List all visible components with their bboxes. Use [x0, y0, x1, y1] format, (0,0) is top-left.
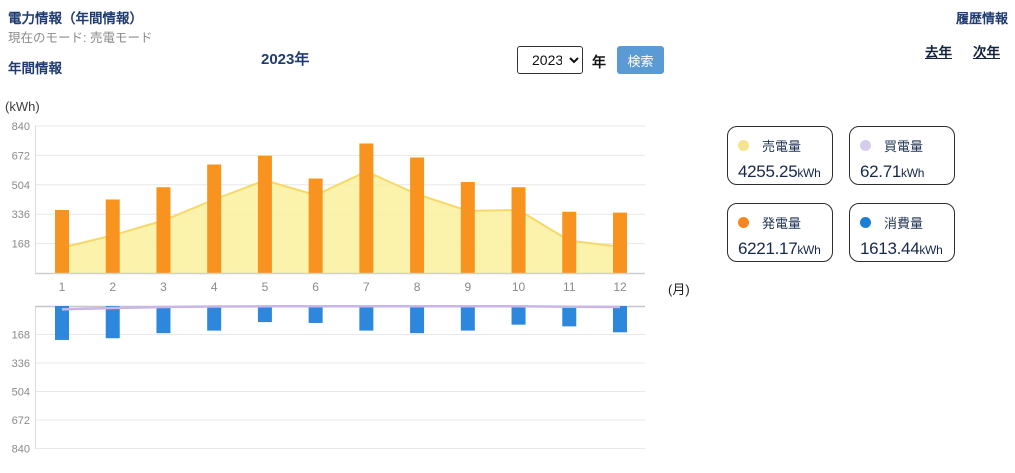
generation-bar	[156, 187, 171, 273]
consumption-bar	[359, 306, 374, 331]
generation-bar	[460, 182, 475, 273]
current-mode-label: 現在のモード: 売電モード	[8, 31, 153, 45]
generation-bar	[207, 164, 222, 273]
generation-bar	[410, 157, 425, 273]
generation-bar	[511, 187, 526, 273]
chart-year-title: 2023年	[261, 51, 310, 68]
generation-bar	[308, 178, 323, 273]
sold-power-area	[62, 171, 620, 273]
consumption-bar	[460, 306, 475, 331]
x-tick-month: 5	[262, 280, 269, 294]
y-tick-upper: 168	[12, 239, 30, 251]
generated-power-dot-icon	[738, 217, 749, 228]
sold-power-dot-icon	[738, 140, 749, 151]
consumption-bar	[207, 306, 222, 331]
y-tick-lower: 672	[12, 415, 30, 427]
x-tick-month: 8	[414, 280, 421, 294]
y-tick-upper: 504	[12, 180, 30, 192]
y-tick-lower: 336	[12, 358, 30, 370]
legend-card-consumed: 消費量 1613.44kWh	[849, 203, 955, 262]
consumption-bar	[156, 306, 171, 334]
x-tick-month: 9	[464, 280, 471, 294]
purchased-power-dot-icon	[860, 140, 871, 151]
legend-card-purchased: 買電量 62.71kWh	[849, 126, 955, 185]
y-axis-unit-label: (kWh)	[5, 99, 40, 114]
legend-card-generated: 発電量 6221.17kWh	[727, 203, 833, 262]
legend-value: 6221.17kWh	[738, 239, 821, 258]
y-tick-lower: 504	[12, 387, 30, 399]
legend-value: 4255.25kWh	[738, 162, 821, 181]
generation-bar	[562, 211, 577, 273]
year-select[interactable]: 2023	[517, 46, 583, 74]
legend-value: 62.71kWh	[860, 162, 925, 181]
generation-bar	[613, 212, 627, 273]
y-tick-upper: 672	[12, 150, 30, 162]
x-tick-month: 12	[613, 280, 627, 294]
consumption-bar	[55, 306, 69, 340]
consumption-bar	[308, 306, 323, 323]
generation-bar	[55, 210, 69, 273]
generation-bar	[257, 155, 272, 273]
x-tick-month: 6	[312, 280, 319, 294]
legend-value: 1613.44kWh	[860, 239, 943, 258]
y-tick-upper: 336	[12, 209, 30, 221]
legend-label: 売電量	[762, 139, 802, 154]
consumption-bar	[613, 306, 627, 333]
next-year-link[interactable]: 次年	[973, 45, 1000, 60]
x-tick-month: 7	[363, 280, 370, 294]
x-axis-month-label: (月)	[668, 282, 690, 297]
consumption-bar	[105, 306, 120, 339]
legend-label: 消費量	[884, 216, 924, 231]
generation-bar	[359, 143, 374, 273]
consumption-bar	[511, 306, 526, 325]
purchased-power-line	[61, 305, 621, 311]
generation-bar	[105, 199, 120, 273]
consumed-power-dot-icon	[860, 217, 871, 228]
page-title: 電力情報（年間情報）	[8, 11, 143, 26]
consumption-bar	[410, 306, 425, 334]
consumption-bar	[257, 306, 272, 323]
x-tick-month: 11	[563, 280, 576, 294]
sold-power-line	[61, 170, 621, 249]
y-tick-lower: 168	[12, 330, 30, 342]
x-tick-month: 10	[512, 280, 526, 294]
year-suffix-label: 年	[592, 54, 606, 70]
legend-label: 買電量	[884, 139, 924, 154]
prev-year-link[interactable]: 去年	[925, 45, 952, 60]
history-info-link[interactable]: 履歴情報	[955, 11, 1008, 26]
x-tick-month: 1	[59, 280, 66, 294]
legend-label: 発電量	[762, 216, 802, 231]
y-tick-lower: 840	[12, 444, 30, 456]
consumption-bar	[562, 306, 577, 327]
x-tick-month: 3	[160, 280, 167, 294]
search-button[interactable]: 検索	[617, 46, 664, 74]
legend-card-sold: 売電量 4255.25kWh	[727, 126, 833, 185]
y-tick-upper: 840	[12, 121, 30, 133]
annual-info-label: 年間情報	[8, 61, 62, 76]
x-tick-month: 2	[109, 280, 116, 294]
x-tick-month: 4	[211, 280, 218, 294]
